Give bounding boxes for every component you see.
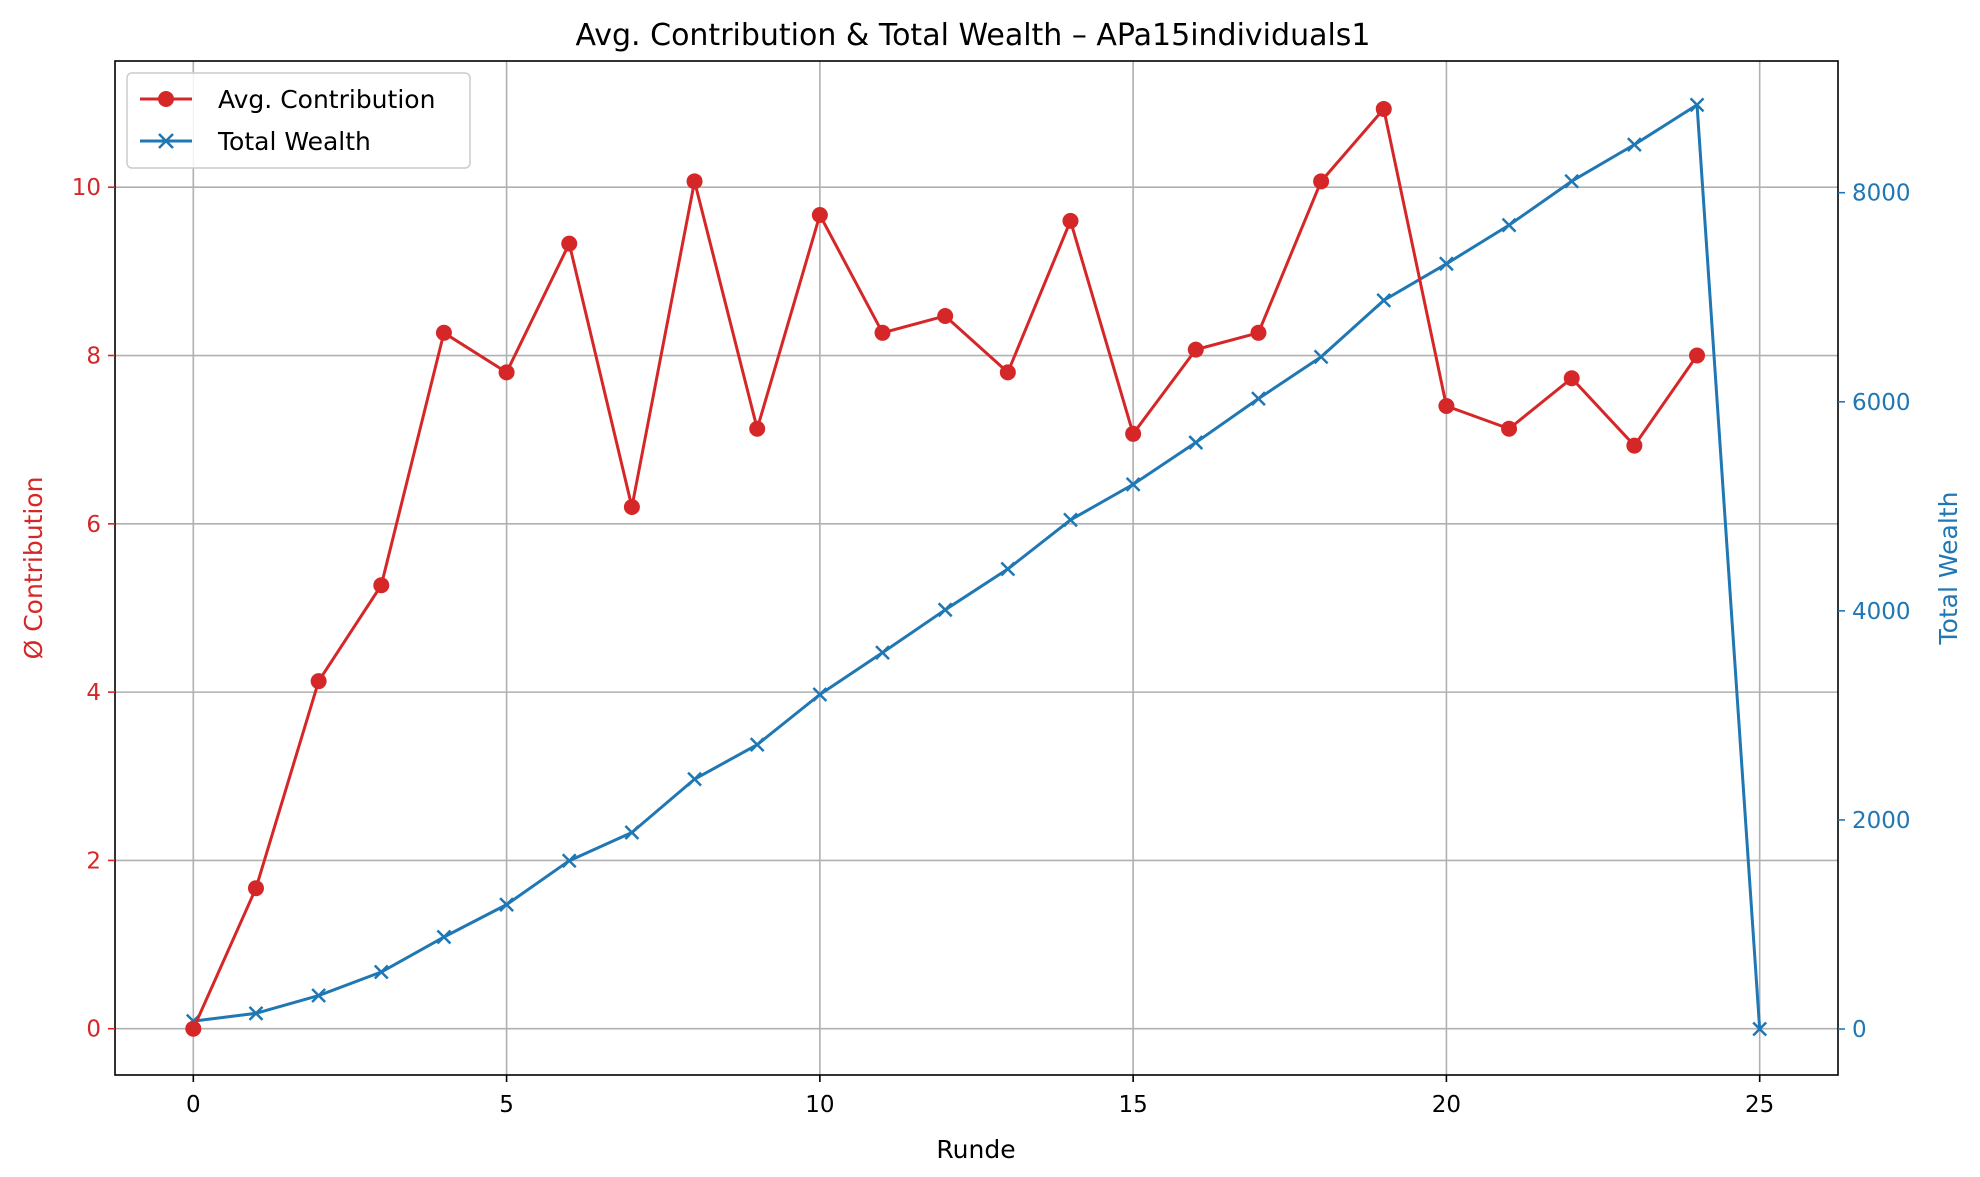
- y-left-tick-label: 10: [72, 175, 101, 201]
- legend-box: [126, 72, 471, 169]
- point-total-wealth: [875, 645, 890, 661]
- point-total-wealth: [1063, 512, 1078, 528]
- point-avg-contribution: [811, 206, 828, 223]
- point-avg-contribution: [1062, 212, 1079, 229]
- point-total-wealth: [1000, 561, 1016, 577]
- point-avg-contribution: [247, 880, 264, 897]
- point-avg-contribution: [1187, 341, 1204, 358]
- point-avg-contribution: [498, 364, 515, 381]
- point-avg-contribution: [874, 324, 891, 341]
- point-avg-contribution: [1626, 437, 1643, 454]
- y-left-tick-label: 0: [86, 1017, 101, 1043]
- series-layer: [185, 97, 1768, 1037]
- point-avg-contribution: [1438, 398, 1455, 415]
- point-total-wealth: [1313, 349, 1329, 365]
- point-total-wealth: [1188, 435, 1204, 450]
- y-left-tick-label: 2: [86, 848, 101, 874]
- point-total-wealth: [311, 988, 327, 1003]
- point-total-wealth: [373, 964, 389, 980]
- point-total-wealth: [1752, 1021, 1768, 1037]
- grid: [115, 61, 1838, 1075]
- point-total-wealth: [436, 929, 452, 945]
- y-right-tick-label: 2000: [1852, 808, 1911, 834]
- legend-marker-contribution: [158, 91, 174, 107]
- x-tick-label: 5: [499, 1092, 514, 1118]
- point-total-wealth: [1689, 97, 1705, 113]
- point-avg-contribution: [1250, 324, 1267, 341]
- y-axis-right-label: Total Wealth: [1934, 492, 1963, 646]
- y-right-tick-label: 0: [1852, 1017, 1867, 1043]
- y-axis-left-label: Ø Contribution: [19, 477, 48, 660]
- y-left-tick-label: 8: [86, 344, 101, 370]
- x-tick-label: 15: [1118, 1092, 1147, 1118]
- y-right-tick-label: 8000: [1852, 181, 1911, 207]
- point-avg-contribution: [686, 173, 703, 190]
- point-total-wealth: [1376, 293, 1392, 308]
- point-avg-contribution: [999, 364, 1016, 381]
- point-avg-contribution: [435, 324, 452, 341]
- point-total-wealth: [687, 771, 702, 787]
- point-avg-contribution: [937, 307, 954, 324]
- point-avg-contribution: [1689, 347, 1706, 364]
- series-line-total-wealth: [193, 103, 1762, 1030]
- plot-frame: [114, 60, 1839, 1076]
- x-tick-label: 10: [805, 1092, 834, 1118]
- point-total-wealth: [1626, 137, 1642, 153]
- x-tick-label: 20: [1432, 1092, 1461, 1118]
- legend: Avg. Contribution Total Wealth: [126, 72, 471, 169]
- point-avg-contribution: [1563, 370, 1580, 387]
- legend-label-contribution: Avg. Contribution: [218, 85, 435, 114]
- point-total-wealth: [937, 602, 953, 618]
- point-total-wealth: [749, 737, 765, 753]
- x-tick-label: 25: [1745, 1092, 1774, 1118]
- x-axis-label: Runde: [936, 1135, 1015, 1164]
- y-left-tick-label: 4: [86, 680, 101, 706]
- point-total-wealth: [499, 897, 514, 912]
- x-tick-label: 0: [186, 1092, 201, 1118]
- point-avg-contribution: [373, 577, 390, 594]
- point-avg-contribution: [623, 498, 640, 515]
- point-total-wealth: [1251, 391, 1266, 407]
- point-total-wealth: [248, 1005, 264, 1021]
- legend-label-wealth: Total Wealth: [217, 127, 371, 156]
- y-right-tick-label: 4000: [1852, 599, 1911, 625]
- point-avg-contribution: [1125, 425, 1142, 442]
- point-total-wealth: [624, 825, 640, 840]
- point-avg-contribution: [310, 673, 327, 690]
- point-avg-contribution: [1501, 420, 1518, 437]
- point-avg-contribution: [561, 235, 578, 252]
- y-right-tick-label: 6000: [1852, 390, 1911, 416]
- point-avg-contribution: [749, 420, 766, 437]
- point-avg-contribution: [185, 1020, 202, 1037]
- point-total-wealth: [561, 853, 577, 869]
- point-total-wealth: [1439, 256, 1454, 272]
- point-total-wealth: [1564, 173, 1580, 189]
- chart-title: Avg. Contribution & Total Wealth – APa15…: [575, 18, 1370, 53]
- point-total-wealth: [1125, 476, 1141, 492]
- point-total-wealth: [812, 687, 828, 702]
- axes: 0 5 10 15 20 25 0 2 4 6 8 10 0 2000 4000 6000 8000: [72, 175, 1911, 1118]
- legend-marker-wealth: [158, 133, 174, 149]
- y-left-tick-label: 6: [86, 512, 101, 538]
- point-avg-contribution: [1375, 100, 1392, 117]
- point-total-wealth: [1501, 217, 1517, 233]
- point-avg-contribution: [1313, 173, 1330, 190]
